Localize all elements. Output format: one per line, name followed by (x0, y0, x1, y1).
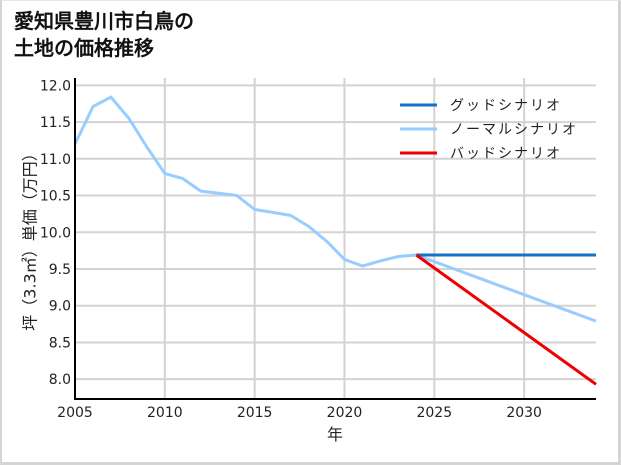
y-tick-label: 10.0 (40, 225, 71, 241)
legend-label-bad: バッドシナリオ (450, 146, 562, 162)
y-tick-label: 11.0 (40, 152, 71, 168)
y-tick-label: 8.0 (49, 372, 71, 388)
x-axis-label: 年 (327, 425, 343, 444)
chart-title: 愛知県豊川市白鳥の 土地の価格推移 (14, 8, 194, 62)
y-tick-label: 12.0 (40, 78, 71, 94)
series-line-normal (73, 95, 417, 268)
chart-title-line2: 土地の価格推移 (14, 36, 154, 60)
legend-label-normal: ノーマルシナリオ (450, 122, 578, 138)
y-tick-label: 8.5 (49, 335, 71, 351)
y-tick-label: 9.5 (49, 262, 71, 278)
x-tick-label: 2015 (237, 405, 273, 421)
legend-label-good: グッドシナリオ (450, 98, 562, 114)
axes (74, 78, 596, 400)
series-line-bad (415, 253, 597, 386)
y-axis-label: 坪（3.3㎡）単価（万円） (21, 145, 40, 330)
chart-title-line1: 愛知県豊川市白鳥の (14, 9, 194, 33)
x-tick-label: 2010 (147, 405, 183, 421)
x-tick-label: 2030 (506, 405, 542, 421)
tick-labels: 8.0 8.5 9.0 9.5 10.0 10.5 11.0 11.5 12.0 2005 2010… (40, 78, 542, 421)
x-tick-label: 2025 (416, 405, 452, 421)
x-tick-label: 2020 (327, 405, 363, 421)
x-tick-label: 2005 (57, 405, 93, 421)
y-tick-label: 9.0 (49, 299, 71, 315)
series-line-normal (415, 253, 597, 323)
data-lines (73, 95, 597, 386)
y-tick-label: 10.5 (40, 189, 71, 205)
y-tick-label: 11.5 (40, 115, 71, 131)
